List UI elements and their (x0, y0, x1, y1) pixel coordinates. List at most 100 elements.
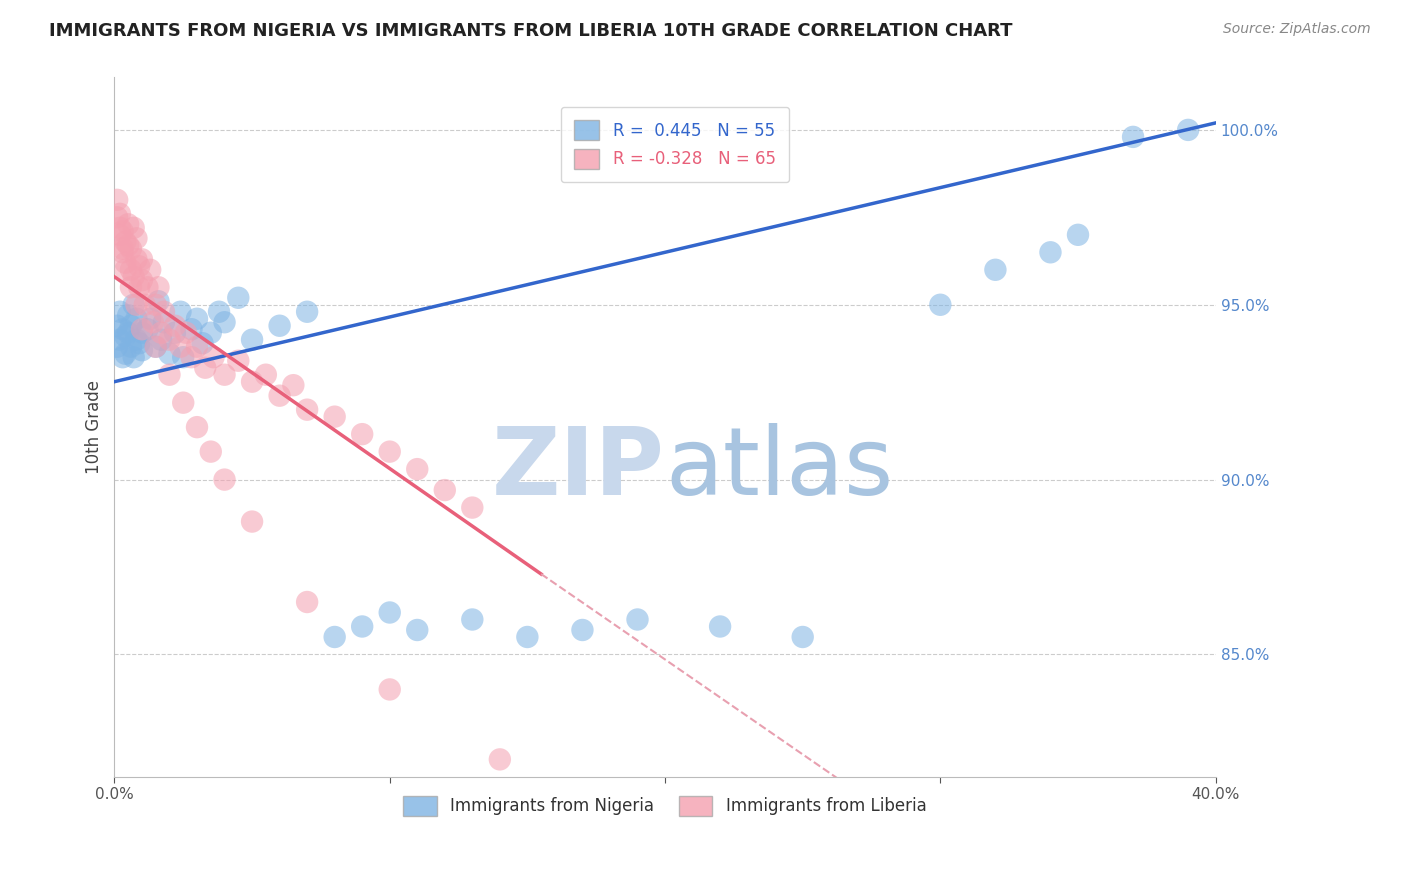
Point (269, 318, 291, 333)
Point (352, 427, 374, 442)
Point (200, 326, 222, 340)
Point (180, 322, 202, 336)
Point (114, 347, 136, 361)
Point (125, 333, 148, 347)
Point (128, 260, 150, 274)
Point (159, 368, 181, 382)
Point (571, 623, 593, 637)
Point (105, 318, 128, 333)
Point (180, 350, 202, 364)
Point (186, 420, 208, 434)
Point (131, 252, 153, 267)
Point (1122, 129, 1144, 144)
Point (117, 238, 139, 252)
Point (200, 444, 222, 458)
Point (295, 304, 318, 318)
Point (128, 280, 150, 294)
Point (172, 350, 194, 364)
Point (169, 340, 191, 354)
Point (122, 350, 145, 364)
Point (159, 333, 181, 347)
Point (108, 227, 131, 242)
Y-axis label: 10th Grade: 10th Grade (86, 380, 103, 475)
Point (163, 326, 186, 340)
Point (214, 473, 236, 487)
Point (111, 350, 134, 364)
Point (208, 304, 231, 318)
Point (120, 280, 142, 294)
Point (131, 343, 153, 358)
Point (117, 217, 139, 231)
Point (114, 262, 136, 277)
Point (174, 326, 197, 340)
Point (117, 308, 139, 322)
Point (378, 682, 401, 697)
Point (145, 298, 167, 312)
Point (148, 294, 170, 309)
Point (378, 606, 401, 620)
Point (1177, 123, 1199, 137)
Point (122, 298, 145, 312)
Text: Source: ZipAtlas.com: Source: ZipAtlas.com (1223, 22, 1371, 37)
Point (929, 298, 952, 312)
Text: atlas: atlas (665, 423, 893, 515)
Point (240, 375, 263, 389)
Point (194, 360, 217, 375)
Point (111, 245, 134, 260)
Point (150, 326, 173, 340)
Point (1039, 245, 1062, 260)
Point (1067, 227, 1090, 242)
Point (122, 269, 145, 284)
Point (214, 368, 236, 382)
Point (214, 315, 236, 329)
Point (226, 353, 249, 368)
Point (461, 500, 484, 515)
Point (406, 462, 429, 476)
Point (352, 619, 374, 633)
Point (108, 207, 131, 221)
Point (120, 318, 142, 333)
Point (163, 318, 186, 333)
Point (114, 329, 136, 343)
Point (191, 336, 214, 351)
Point (226, 291, 249, 305)
Point (269, 389, 291, 403)
Point (139, 311, 162, 326)
Point (131, 322, 153, 336)
Point (150, 333, 173, 347)
Point (240, 333, 263, 347)
Point (125, 298, 148, 312)
Point (489, 752, 512, 766)
Point (111, 224, 134, 238)
Point (120, 340, 142, 354)
Point (984, 262, 1007, 277)
Point (169, 304, 191, 318)
Point (153, 315, 176, 329)
Point (254, 368, 277, 382)
Point (125, 231, 148, 245)
Point (131, 273, 153, 287)
Point (111, 322, 134, 336)
Point (114, 235, 136, 249)
Point (108, 333, 131, 347)
Point (125, 252, 148, 267)
Point (406, 623, 429, 637)
Point (283, 378, 305, 392)
Point (461, 613, 484, 627)
Point (142, 315, 165, 329)
Point (145, 340, 167, 354)
Legend: Immigrants from Nigeria, Immigrants from Liberia: Immigrants from Nigeria, Immigrants from… (395, 788, 935, 824)
Point (202, 350, 225, 364)
Point (105, 211, 128, 225)
Point (105, 340, 128, 354)
Point (122, 220, 145, 235)
Point (114, 256, 136, 270)
Point (105, 193, 128, 207)
Point (125, 311, 148, 326)
Point (295, 402, 318, 417)
Point (295, 595, 318, 609)
Point (108, 304, 131, 318)
Point (117, 326, 139, 340)
Point (240, 515, 263, 529)
Point (172, 395, 194, 409)
